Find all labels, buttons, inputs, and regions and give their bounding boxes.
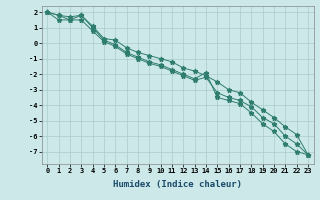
X-axis label: Humidex (Indice chaleur): Humidex (Indice chaleur) (113, 180, 242, 189)
